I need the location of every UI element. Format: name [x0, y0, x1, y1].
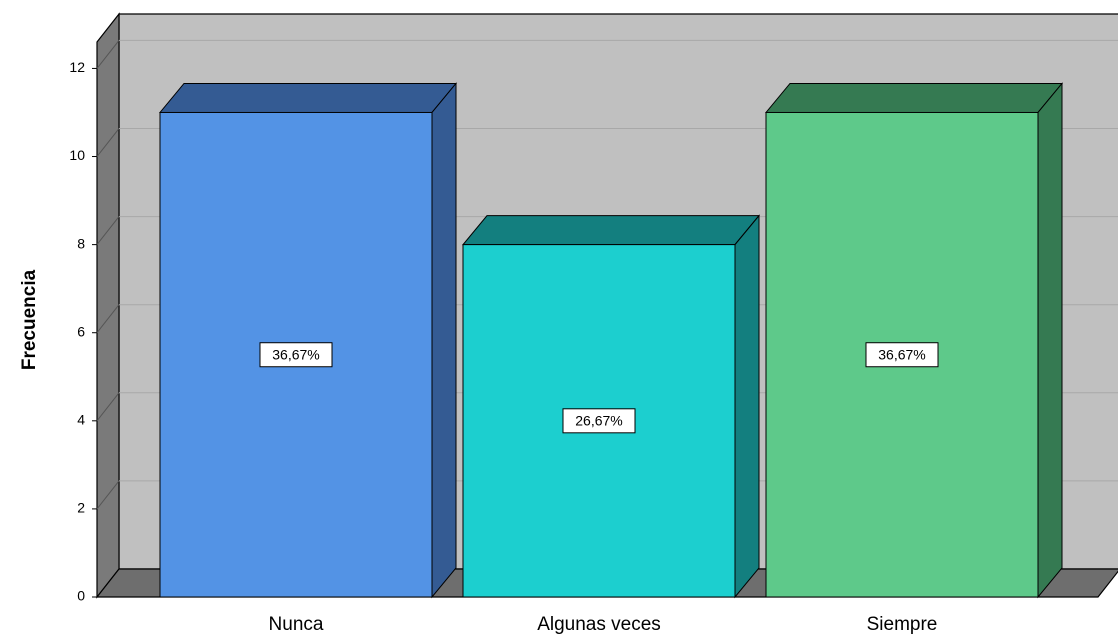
y-tick-label: 8 [77, 235, 85, 251]
grid-line [96, 304, 120, 334]
bar-side [1037, 82, 1063, 599]
grid-line [96, 128, 120, 157]
bar-side [431, 82, 457, 599]
x-tick-label: Nunca [269, 614, 324, 635]
bar [461, 214, 761, 599]
x-tick-label: Algunas veces [537, 614, 661, 635]
data-label: 26,67% [575, 413, 622, 429]
data-label-box [562, 408, 636, 434]
bar [158, 82, 458, 599]
y-tick-label: 6 [77, 323, 85, 339]
y-tick-label: 12 [69, 59, 85, 75]
y-tick-label: 2 [77, 500, 85, 516]
left-wall [96, 12, 120, 599]
x-tick-label: Siempre [867, 614, 938, 635]
bar [764, 82, 1064, 599]
grid-line [96, 40, 120, 69]
grid-line [96, 480, 120, 510]
y-tick-label: 0 [77, 588, 85, 604]
data-label-box [259, 342, 333, 368]
bar-side [734, 214, 760, 599]
data-label: 36,67% [878, 346, 925, 362]
data-label: 36,67% [272, 346, 319, 362]
grid-line [96, 392, 120, 422]
y-tick-label: 4 [77, 412, 85, 428]
bar-top [764, 82, 1064, 113]
bar-top [461, 215, 761, 246]
y-axis-title: Frecuencia [19, 269, 40, 370]
data-label-box [865, 342, 939, 368]
bar-top [158, 82, 458, 113]
grid-line [96, 216, 120, 245]
y-tick-label: 10 [69, 147, 85, 163]
